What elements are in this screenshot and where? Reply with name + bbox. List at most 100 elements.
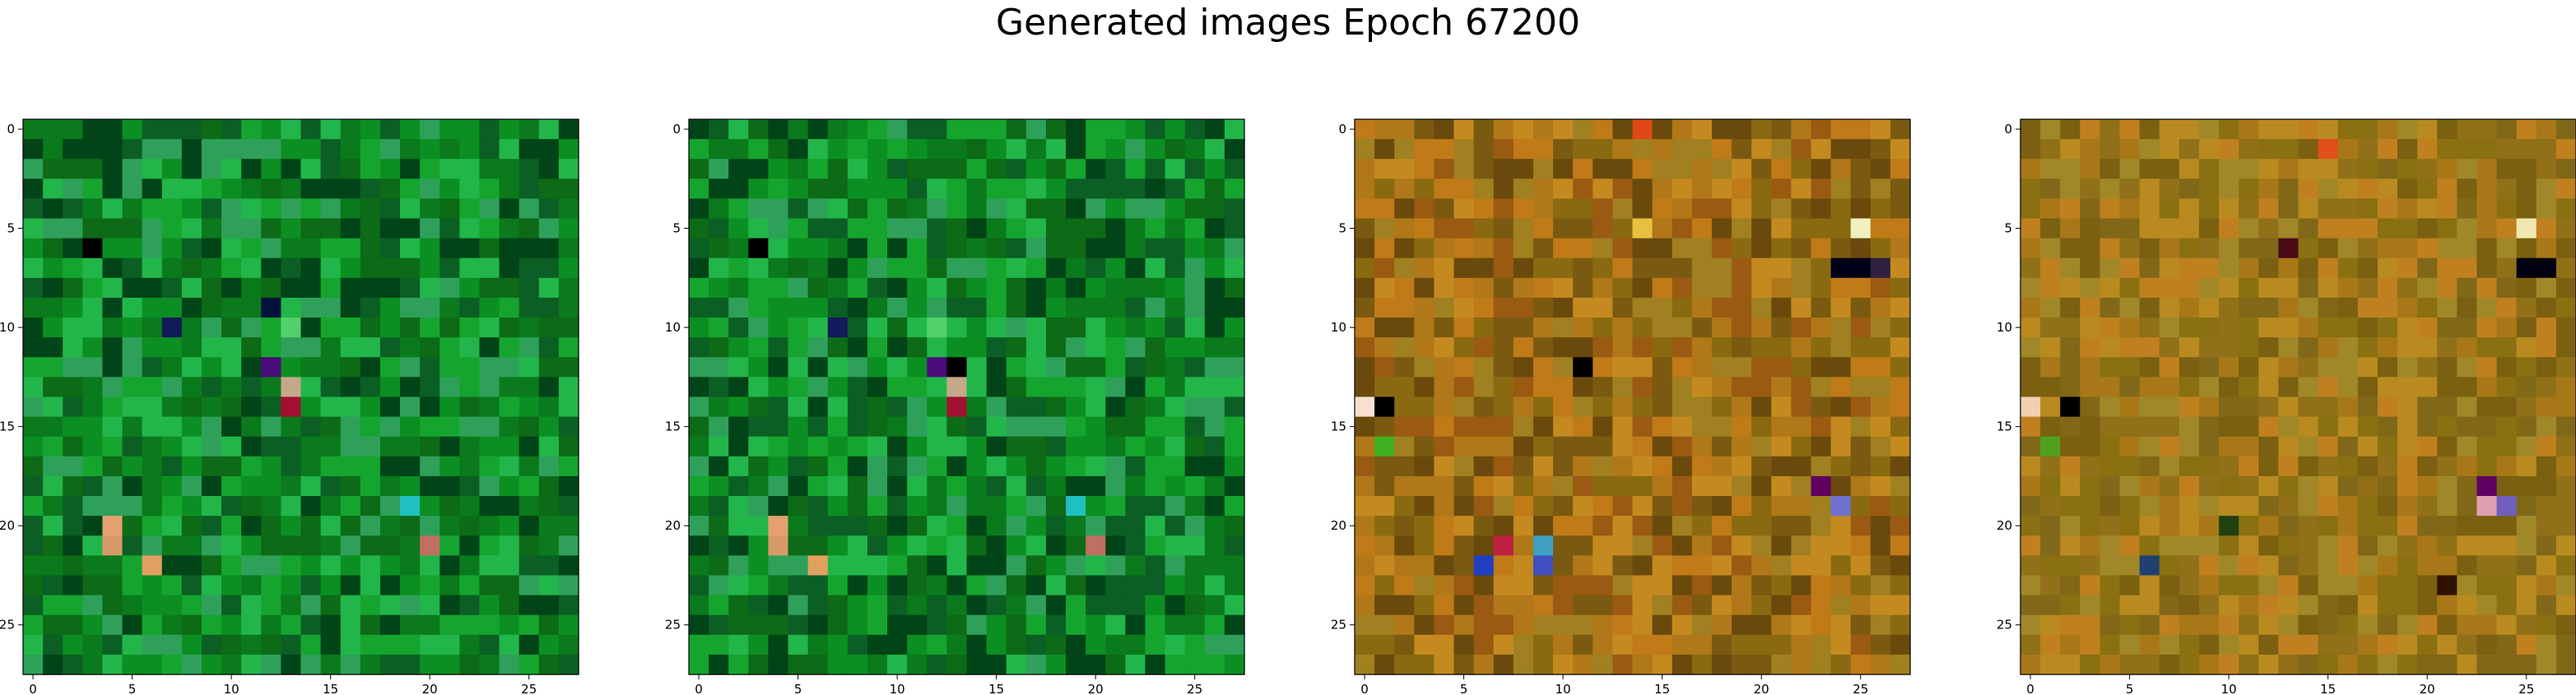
pixel-cell xyxy=(2377,178,2398,200)
pixel-cell xyxy=(558,377,579,398)
pixel-cell xyxy=(788,416,809,438)
pixel-cell xyxy=(1672,238,1693,259)
pixel-cell xyxy=(2337,516,2359,536)
pixel-cell xyxy=(2139,614,2160,636)
pixel-cell xyxy=(499,575,520,596)
pixel-cell xyxy=(2139,475,2160,497)
pixel-cell xyxy=(1513,396,1534,418)
pixel-cell xyxy=(689,159,709,179)
pixel-cell xyxy=(2337,159,2359,179)
pixel-cell xyxy=(201,654,222,675)
pixel-cell xyxy=(1045,178,1067,200)
pixel-cell xyxy=(2278,297,2299,318)
pixel-cell xyxy=(2178,496,2200,517)
pixel-cell xyxy=(1791,218,1812,239)
pixel-cell xyxy=(499,377,520,398)
pixel-cell xyxy=(1355,139,1375,160)
pixel-cell xyxy=(1811,297,1832,318)
pixel-cell xyxy=(1612,436,1634,457)
pixel-cell xyxy=(558,535,579,556)
pixel-cell xyxy=(1493,257,1514,279)
pixel-cell xyxy=(2099,396,2121,418)
pixel-cell xyxy=(1612,317,1634,338)
pixel-cell xyxy=(2357,634,2378,656)
pixel-cell xyxy=(400,614,421,636)
pixel-cell xyxy=(728,475,749,497)
pixel-cell xyxy=(43,337,63,358)
pixel-cell xyxy=(43,436,63,457)
pixel-cell xyxy=(241,139,262,160)
pixel-cell xyxy=(1025,238,1047,259)
pixel-cell xyxy=(2178,436,2200,457)
pixel-cell xyxy=(2040,496,2061,517)
pixel-cell xyxy=(1204,357,1225,378)
pixel-cell xyxy=(2516,516,2537,536)
x-tick-label: 10 xyxy=(2221,682,2237,695)
pixel-cell xyxy=(946,277,968,299)
pixel-cell xyxy=(2219,654,2239,675)
pixel-cell xyxy=(1573,496,1593,517)
pixel-cell xyxy=(1374,555,1395,577)
pixel-cell xyxy=(2080,436,2101,457)
pixel-cell xyxy=(2219,159,2239,179)
pixel-cell xyxy=(728,377,749,398)
pixel-cell xyxy=(2437,436,2457,457)
pixel-cell xyxy=(927,178,947,200)
pixel-cell xyxy=(2159,238,2180,259)
pixel-cell xyxy=(1355,297,1375,318)
pixel-cell xyxy=(1453,456,1475,477)
pixel-cell xyxy=(2337,139,2359,160)
pixel-cell xyxy=(1355,277,1375,299)
pixel-cell xyxy=(1045,456,1067,477)
pixel-cell xyxy=(300,456,322,477)
pixel-cell xyxy=(1204,496,1225,517)
pixel-cell xyxy=(479,614,500,636)
pixel-cell xyxy=(1374,139,1395,160)
pixel-cell xyxy=(1224,218,1245,239)
pixel-cell xyxy=(2417,218,2438,239)
pixel-cell xyxy=(768,456,789,477)
pixel-cell xyxy=(102,555,123,577)
pixel-cell xyxy=(1414,257,1435,279)
pixel-cell xyxy=(689,317,709,338)
pixel-cell xyxy=(558,396,579,418)
pixel-cell xyxy=(728,634,749,656)
pixel-cell xyxy=(1006,416,1027,438)
pixel-cell xyxy=(1025,614,1047,636)
pixel-cell xyxy=(499,496,520,517)
x-tick-label: 25 xyxy=(1853,682,1868,695)
pixel-cell xyxy=(320,357,342,378)
pixel-cell xyxy=(1691,396,1713,418)
pixel-cell xyxy=(2298,654,2319,675)
pixel-cell xyxy=(1145,654,1166,675)
pixel-cell xyxy=(1791,277,1812,299)
pixel-cell xyxy=(479,416,500,438)
pixel-cell xyxy=(1025,634,1047,656)
pixel-cell xyxy=(2060,337,2081,358)
pixel-cell xyxy=(281,555,302,577)
pixel-cell xyxy=(2337,575,2359,596)
pixel-cell xyxy=(1573,595,1593,616)
pixel-cell xyxy=(122,595,143,616)
pixel-cell xyxy=(1355,357,1375,378)
pixel-cell xyxy=(2357,496,2378,517)
pixel-cell xyxy=(1850,475,1872,497)
pixel-cell xyxy=(1394,337,1415,358)
pixel-cell xyxy=(261,634,281,656)
pixel-cell xyxy=(2437,238,2457,259)
pixel-cell xyxy=(807,654,829,675)
pixel-cell xyxy=(1573,139,1593,160)
pixel-cell xyxy=(827,516,849,536)
pixel-cell xyxy=(43,377,63,398)
pixel-cell xyxy=(479,297,500,318)
pixel-cell xyxy=(2040,654,2061,675)
pixel-cell xyxy=(2397,595,2418,616)
pixel-cell xyxy=(1513,277,1534,299)
pixel-cell xyxy=(946,475,968,497)
pixel-cell xyxy=(1593,475,1613,497)
pixel-cell xyxy=(2516,595,2537,616)
pixel-cell xyxy=(728,119,749,140)
pixel-cell xyxy=(2516,297,2537,318)
pixel-cell xyxy=(2298,575,2319,596)
pixel-cell xyxy=(1711,475,1732,497)
